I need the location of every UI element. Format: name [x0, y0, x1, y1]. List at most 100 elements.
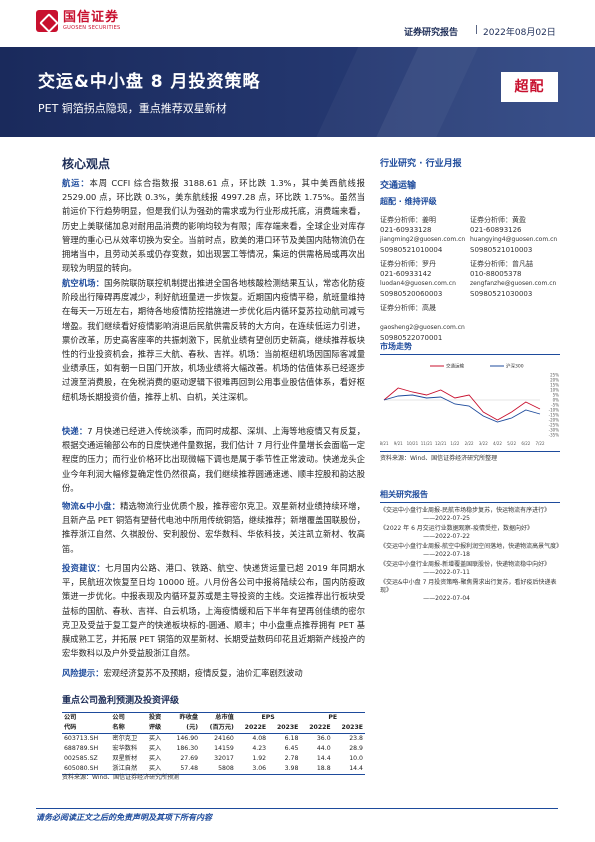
- related-report-title[interactable]: 《交运中小盘行业周报-新增覆盖国联股份，快递物流稳中向好》: [380, 561, 551, 568]
- title-banner: 交运&中小盘 8 月投资策略 PET 铜箔拐点隐现，重点推荐双星新材: [0, 47, 595, 137]
- table-header: 评级: [146, 723, 168, 734]
- y-tick-label: -25%: [549, 423, 560, 428]
- analyst-list: 证券分析师：姜明 021-60933128 jiangming2@guosen.…: [380, 215, 560, 347]
- keyword-express: 快递：: [62, 426, 88, 436]
- table-header: 2022E: [300, 723, 333, 734]
- table-row: 603713.SH 密尔克卫 买入 146.90 24160 4.08 6.18…: [62, 734, 365, 745]
- analyst-card: 证券分析师：姜明 021-60933128 jiangming2@guosen.…: [380, 215, 470, 255]
- related-report-date: ——2022-07-04: [423, 595, 470, 602]
- legend-label: 交通运输: [446, 363, 464, 370]
- x-tick-label: 9/21: [394, 441, 403, 446]
- y-tick-label: 0%: [553, 398, 560, 403]
- related-report-title[interactable]: 《交运中小盘行业周报-航空中报利润空间落地，快递物流高景气度》: [380, 543, 563, 550]
- table-cell: 32017: [214, 755, 234, 762]
- x-tick-label: 7/22: [536, 441, 545, 446]
- logo-mark-icon: [36, 10, 58, 32]
- analyst-email[interactable]: luodan4@guosen.com.cn: [380, 280, 456, 287]
- analyst-email[interactable]: gaosheng2@guosen.com.cn: [380, 324, 465, 331]
- sector-label: 交通运输: [380, 181, 417, 191]
- related-report-title[interactable]: 《交运&中小盘 7 月投资策略-聚焦需求出行复苏，看好疫后快递表现》: [380, 579, 557, 594]
- analyst-name: 高晟: [422, 304, 436, 312]
- table-header: 2023E: [332, 723, 365, 734]
- analyst-phone: 021-60933128: [380, 226, 432, 234]
- x-tick-label: 10/21: [407, 441, 419, 446]
- related-report-title[interactable]: 《2022 年 6 月交运行业数据观察-疫情受控，数据向好》: [380, 525, 533, 532]
- table-header: 2023E: [268, 723, 301, 734]
- table-header: 总市值: [200, 712, 236, 723]
- table-cell: 688789.SH: [64, 745, 99, 752]
- paragraph-risk: 风险提示：宏观经济复苏不及预期，疫情反复，油价汇率剧烈波动: [62, 666, 365, 680]
- table-cell: 24160: [214, 735, 234, 742]
- text-investment: 七月国内公路、港口、铁路、航空、快递货运量已超 2019 年同期水平，民航班次恢…: [62, 563, 365, 659]
- text-risk: 宏观经济复苏不及预期，疫情反复，油价汇率剧烈波动: [103, 668, 303, 678]
- y-tick-label: 5%: [553, 393, 560, 398]
- table-cell: 44.0: [316, 745, 331, 752]
- analyst-role: 证券分析师：: [470, 260, 512, 268]
- y-tick-label: -20%: [549, 418, 560, 423]
- related-report-item[interactable]: 《交运中小盘行业周报-新增覆盖国联股份，快递物流稳中向好》 ——2022-07-…: [380, 561, 560, 577]
- table-cell: 28.9: [349, 745, 363, 752]
- related-report-title[interactable]: 《交运中小盘行业周报-民航市场稳步复苏，快运物流有序进行》: [380, 507, 551, 514]
- table-cell: 603713.SH: [64, 735, 99, 742]
- sector-rating: 超配 · 维持评级: [380, 197, 437, 206]
- analyst-role: 证券分析师：: [470, 216, 512, 224]
- table-row: 688789.SH 宏华数科 买入 186.30 14159 4.23 6.45…: [62, 744, 365, 754]
- table-header-pe: PE: [300, 712, 365, 723]
- page-header: 国信证券 GUOSEN SECURITIES 证券研究报告 | 2022年08月…: [0, 0, 595, 44]
- related-report-date: ——2022-07-25: [423, 515, 470, 522]
- analyst-phone: 010-88005378: [470, 270, 522, 278]
- analyst-email[interactable]: huangying4@guosen.com.cn: [470, 236, 558, 243]
- table-header: (元): [167, 723, 201, 734]
- keyword-risk: 风险提示：: [62, 668, 104, 678]
- analyst-cert: S0980521010004: [380, 246, 443, 254]
- table-cell: 27.69: [180, 755, 199, 762]
- table-cell: 宏华数科: [112, 745, 138, 752]
- x-tick-label: 8/21: [380, 441, 389, 446]
- x-tick-label: 12/21: [435, 441, 447, 446]
- table-header: 2022E: [235, 723, 269, 734]
- analyst-name: 曾凡喆: [512, 260, 533, 268]
- table-row: 605080.SH 浙江自然 买入 57.48 5808 3.06 3.98 1…: [62, 764, 365, 775]
- related-report-item[interactable]: 《交运&中小盘 7 月投资策略-聚焦需求出行复苏，看好疫后快递表现》 ——202…: [380, 579, 560, 603]
- analyst-phone: 021-60933142: [380, 270, 432, 278]
- series-line: [383, 394, 541, 423]
- market-trend-title: 市场走势: [380, 342, 412, 351]
- table-cell: 23.8: [349, 735, 363, 742]
- analyst-name: 姜明: [422, 216, 436, 224]
- related-report-item[interactable]: 《交运中小盘行业周报-航空中报利润空间落地，快递物流高景气度》 ——2022-0…: [380, 543, 563, 559]
- industry-label: 行业研究 · 行业月报: [380, 159, 462, 169]
- y-tick-label: -15%: [549, 413, 560, 418]
- core-view-title: 核心观点: [62, 157, 111, 171]
- analyst-card: 证券分析师：曾凡喆 010-88005378 zengfanzhe@guosen…: [470, 259, 560, 299]
- y-tick-label: -35%: [549, 433, 560, 438]
- table-cell: 5808: [200, 764, 236, 775]
- analyst-cert: S0980522070001: [380, 334, 443, 342]
- table-cell: 18.8: [300, 764, 333, 775]
- table-cell: 买入: [148, 735, 162, 742]
- related-report-item[interactable]: 《交运中小盘行业周报-民航市场稳步复苏，快运物流有序进行》 ——2022-07-…: [380, 507, 560, 523]
- analyst-cert: S0980520060003: [380, 290, 443, 298]
- y-tick-label: 20%: [550, 378, 559, 383]
- table-cell: 买入: [148, 755, 162, 762]
- y-tick-label: 10%: [550, 388, 559, 393]
- related-report-item[interactable]: 《2022 年 6 月交运行业数据观察-疫情受控，数据向好》 ——2022-07…: [380, 525, 560, 541]
- footer-divider: [36, 808, 558, 809]
- related-reports-title: 相关研究报告: [380, 490, 428, 499]
- table-cell: 14.4: [332, 764, 365, 775]
- analyst-role: 证券分析师：: [380, 216, 422, 224]
- analyst-name: 罗丹: [422, 260, 436, 268]
- table-header: 公司: [62, 712, 111, 723]
- table-cell: 36.0: [316, 735, 331, 742]
- related-report-date: ——2022-07-22: [423, 533, 470, 540]
- analyst-role: 证券分析师：: [380, 304, 422, 312]
- x-tick-label: 5/22: [507, 441, 516, 446]
- analyst-email[interactable]: jiangming2@guosen.com.cn: [380, 236, 466, 243]
- table-cell: 2.78: [284, 755, 299, 762]
- report-type: 证券研究报告: [404, 28, 459, 38]
- table-cell: 买入: [148, 745, 162, 752]
- table-cell: 密尔克卫: [112, 735, 138, 742]
- paragraph-investment: 投资建议：七月国内公路、港口、铁路、航空、快递货运量已超 2019 年同期水平，…: [62, 561, 365, 660]
- x-tick-label: 4/22: [493, 441, 502, 446]
- analyst-email[interactable]: zengfanzhe@guosen.com.cn: [470, 280, 557, 287]
- table-cell: 605080.SH: [62, 764, 111, 775]
